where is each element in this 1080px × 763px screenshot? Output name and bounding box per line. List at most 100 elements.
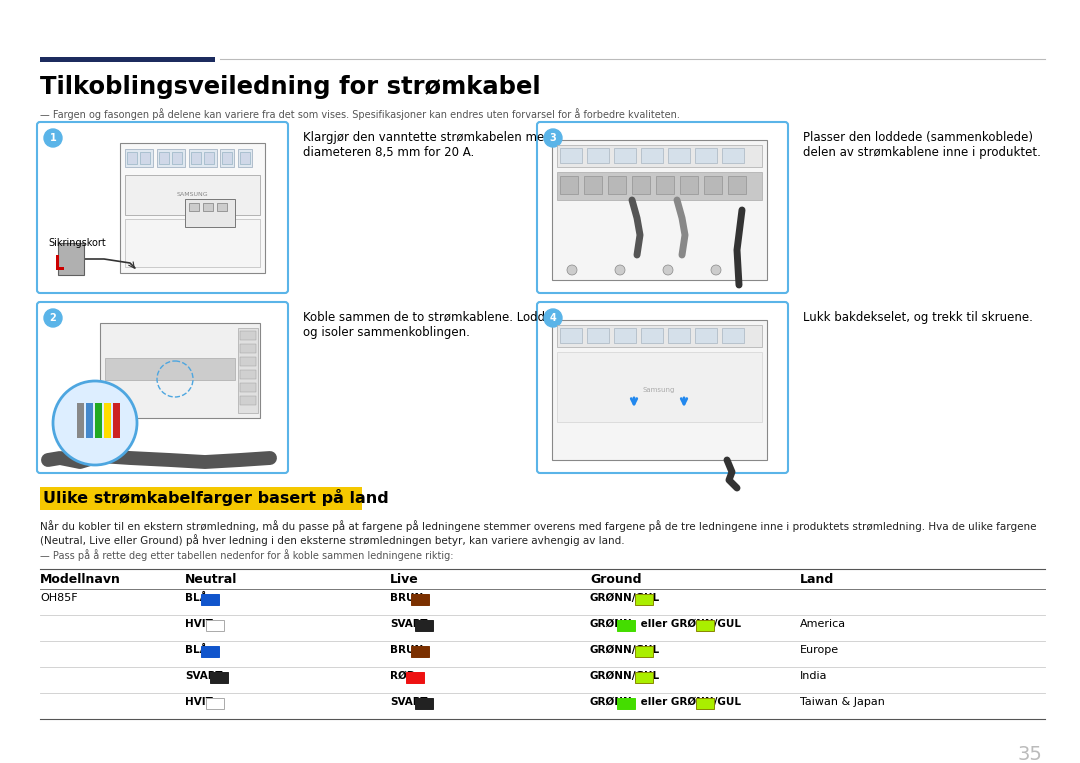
Text: America: America: [800, 619, 846, 629]
Bar: [205, 698, 224, 709]
FancyBboxPatch shape: [37, 122, 288, 293]
Bar: [680, 176, 698, 194]
Text: OH85F: OH85F: [40, 593, 78, 603]
Bar: [704, 176, 723, 194]
Text: GRØNN/GUL: GRØNN/GUL: [590, 593, 660, 603]
Bar: [189, 203, 199, 211]
Text: Live: Live: [390, 573, 419, 586]
Bar: [635, 594, 652, 605]
Bar: [157, 149, 185, 167]
Text: Plasser den loddede (sammenkoblede)
delen av strømkablene inne i produktet.: Plasser den loddede (sammenkoblede) dele…: [804, 131, 1041, 159]
Text: Neutral: Neutral: [185, 573, 238, 586]
Bar: [125, 175, 260, 215]
Bar: [635, 646, 652, 657]
Text: (Neutral, Live eller Ground) på hver ledning i den eksterne strømledningen betyr: (Neutral, Live eller Ground) på hver led…: [40, 534, 624, 546]
Bar: [588, 148, 609, 163]
Bar: [642, 328, 663, 343]
Bar: [669, 328, 690, 343]
Bar: [240, 370, 256, 379]
Bar: [696, 620, 714, 631]
Bar: [240, 383, 256, 392]
Bar: [104, 403, 111, 438]
Bar: [203, 203, 213, 211]
Text: 35: 35: [1017, 745, 1042, 763]
Circle shape: [567, 265, 577, 275]
Text: Sikringskort: Sikringskort: [48, 238, 106, 248]
Text: Land: Land: [800, 573, 834, 586]
Bar: [240, 344, 256, 353]
Bar: [238, 149, 252, 167]
Bar: [696, 698, 714, 709]
Bar: [561, 328, 582, 343]
FancyBboxPatch shape: [37, 302, 288, 473]
FancyBboxPatch shape: [537, 122, 788, 293]
Bar: [615, 328, 636, 343]
Text: BLÅ: BLÅ: [185, 645, 207, 655]
Bar: [204, 152, 214, 164]
Bar: [191, 152, 201, 164]
Bar: [584, 176, 602, 194]
Bar: [125, 219, 260, 267]
Bar: [189, 149, 217, 167]
Bar: [205, 620, 224, 631]
Bar: [105, 358, 235, 380]
Bar: [557, 172, 762, 200]
Bar: [217, 203, 227, 211]
Text: Ground: Ground: [590, 573, 642, 586]
Text: RØD: RØD: [390, 671, 416, 681]
Bar: [561, 176, 578, 194]
Bar: [632, 176, 650, 194]
Bar: [127, 152, 137, 164]
Text: BRUN: BRUN: [390, 645, 423, 655]
Bar: [240, 396, 256, 405]
Text: BRUN: BRUN: [390, 593, 423, 603]
Text: India: India: [800, 671, 827, 681]
Bar: [40, 57, 215, 62]
Bar: [723, 148, 744, 163]
Text: Modellnavn: Modellnavn: [40, 573, 121, 586]
Bar: [240, 331, 256, 340]
Text: Lukk bakdekselet, og trekk til skruene.: Lukk bakdekselet, og trekk til skruene.: [804, 311, 1032, 324]
Circle shape: [44, 309, 62, 327]
Bar: [406, 672, 424, 683]
Bar: [58, 243, 84, 275]
Bar: [125, 149, 153, 167]
Bar: [728, 176, 746, 194]
Bar: [656, 176, 674, 194]
Bar: [608, 176, 626, 194]
Bar: [201, 594, 219, 605]
Bar: [557, 352, 762, 422]
Text: HVIT: HVIT: [185, 619, 213, 629]
Bar: [557, 325, 762, 347]
Bar: [140, 152, 150, 164]
Bar: [552, 320, 767, 460]
Bar: [410, 646, 429, 657]
Circle shape: [544, 129, 562, 147]
Bar: [552, 140, 767, 280]
Text: Samsung: Samsung: [643, 387, 675, 393]
Bar: [172, 152, 183, 164]
Bar: [669, 148, 690, 163]
Text: Klargjør den vanntette strømkabelen med
diameteren 8,5 mm for 20 A.: Klargjør den vanntette strømkabelen med …: [303, 131, 552, 159]
Bar: [240, 152, 249, 164]
Bar: [56, 255, 59, 267]
FancyBboxPatch shape: [537, 302, 788, 473]
Bar: [159, 152, 168, 164]
Text: BLÅ: BLÅ: [185, 593, 207, 603]
Text: SVART: SVART: [185, 671, 222, 681]
Bar: [100, 323, 260, 418]
Bar: [113, 403, 120, 438]
Text: 2: 2: [50, 313, 56, 323]
Text: — Pass på å rette deg etter tabellen nedenfor for å koble sammen ledningene rikt: — Pass på å rette deg etter tabellen ned…: [40, 549, 454, 561]
Bar: [410, 594, 429, 605]
Text: Når du kobler til en ekstern strømledning, må du passe på at fargene på ledninge: Når du kobler til en ekstern strømlednin…: [40, 520, 1037, 532]
Circle shape: [711, 265, 721, 275]
Text: 4: 4: [550, 313, 556, 323]
Text: GRØNN/GUL: GRØNN/GUL: [590, 671, 660, 681]
Bar: [40, 487, 362, 510]
Bar: [120, 143, 265, 273]
Bar: [617, 698, 635, 709]
Bar: [415, 698, 433, 709]
Text: Koble sammen de to strømkablene. Lodd
og isoler sammenkoblingen.: Koble sammen de to strømkablene. Lodd og…: [303, 311, 545, 339]
Bar: [615, 148, 636, 163]
